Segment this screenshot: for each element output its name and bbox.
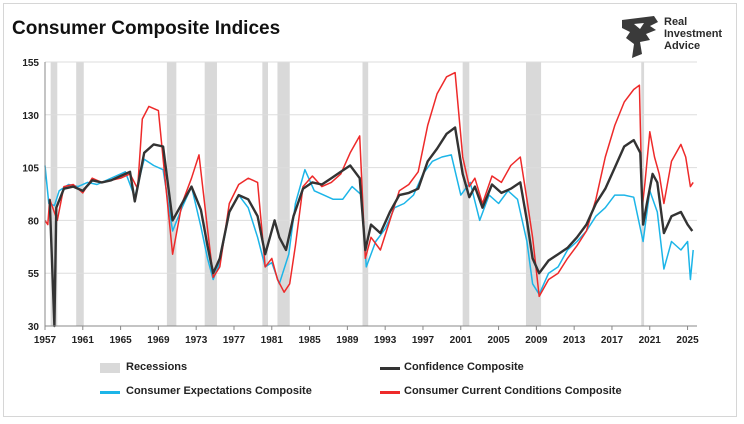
y-tick-label: 130 — [22, 111, 39, 122]
x-tick-label: 1985 — [298, 335, 321, 346]
x-tick-label: 1957 — [34, 335, 57, 346]
series-line-current — [44, 71, 694, 298]
x-tick-label: 1993 — [374, 335, 397, 346]
x-tick-label: 1961 — [72, 335, 95, 346]
recession-band — [362, 62, 369, 326]
logo-line-1: Real — [664, 16, 688, 28]
y-tick-label: 105 — [22, 164, 39, 175]
x-tick-label: 1973 — [185, 335, 208, 346]
recession-band — [204, 62, 217, 326]
x-tick-label: 2009 — [525, 335, 548, 346]
x-tick-label: 1981 — [261, 335, 284, 346]
x-tick-label: 1977 — [223, 335, 246, 346]
recession-band — [462, 62, 470, 326]
y-tick-label: 55 — [28, 269, 40, 280]
x-tick-label: 2013 — [563, 335, 586, 346]
logo-text: Real Investment Advice — [664, 16, 722, 52]
y-tick-label: 155 — [22, 58, 39, 69]
recession-band — [166, 62, 177, 326]
chart-title: Consumer Composite Indices — [12, 18, 281, 39]
real-investment-advice-logo: Real Investment Advice — [620, 14, 732, 62]
x-tick-label: 1969 — [147, 335, 170, 346]
x-tick-label: 1989 — [336, 335, 359, 346]
x-tick-label: 2017 — [601, 335, 624, 346]
series-lines — [44, 71, 694, 328]
x-tick-label: 1997 — [412, 335, 435, 346]
logo-line-2: Investment — [664, 28, 723, 40]
axes: 30 55 80 105 130 155 1957 1961 1965 1969 1973 1977 1… — [22, 58, 699, 346]
x-tick-label: 2005 — [487, 335, 510, 346]
y-tick-label: 80 — [28, 216, 40, 227]
series-line-confidence — [48, 126, 694, 328]
logo-line-3: Advice — [664, 40, 701, 52]
recession-band — [50, 62, 58, 326]
series-line-expectations — [44, 154, 694, 296]
x-tick-label: 2001 — [450, 335, 473, 346]
y-tick-label: 30 — [28, 322, 40, 333]
recession-band — [262, 62, 269, 326]
x-tick-label: 2025 — [676, 335, 699, 346]
eagle-logo-icon — [622, 16, 658, 58]
recession-band — [76, 62, 84, 326]
chart-frame — [3, 3, 737, 417]
x-tick-label: 1965 — [109, 335, 132, 346]
gridlines — [45, 61, 697, 274]
x-tick-label: 2021 — [639, 335, 662, 346]
